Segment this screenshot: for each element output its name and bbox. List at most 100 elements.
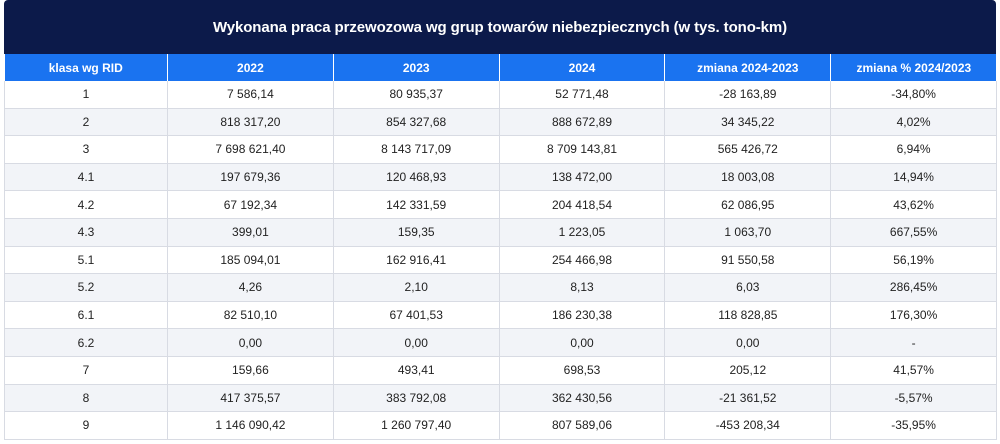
change-cell: 34 345,22 xyxy=(664,108,831,137)
header-row: klasa wg RID 2022 2023 2024 zmiana 2024-… xyxy=(4,54,997,81)
value-2022-cell: 7 586,14 xyxy=(167,81,334,109)
table-row: 5.2 4,26 2,10 8,13 6,03 286,45% xyxy=(4,273,997,302)
value-2023-cell: 120 468,93 xyxy=(332,163,500,192)
value-2024-cell: 0,00 xyxy=(498,328,665,357)
header-cell-2024: 2024 xyxy=(498,54,665,81)
value-2022-cell: 1 146 090,42 xyxy=(167,411,334,440)
change-pct-cell: 667,55% xyxy=(830,218,997,247)
value-2022-cell: 399,01 xyxy=(167,218,334,247)
class-cell: 4.2 xyxy=(4,190,168,219)
change-pct-cell: -35,95% xyxy=(830,411,997,440)
value-2024-cell: 186 230,38 xyxy=(498,301,665,330)
value-2023-cell: 67 401,53 xyxy=(332,301,500,330)
value-2023-cell: 854 327,68 xyxy=(332,108,500,137)
value-2024-cell: 204 418,54 xyxy=(498,190,665,219)
table-row: 8 417 375,57 383 792,08 362 430,56 -21 361,5… xyxy=(4,384,997,413)
value-2022-cell: 818 317,20 xyxy=(167,108,334,137)
class-cell: 2 xyxy=(4,108,168,137)
value-2023-cell: 8 143 717,09 xyxy=(332,135,500,164)
value-2023-cell: 142 331,59 xyxy=(332,190,500,219)
value-2024-cell: 698,53 xyxy=(498,356,665,385)
header-cell-2022: 2022 xyxy=(167,54,334,81)
value-2024-cell: 362 430,56 xyxy=(498,384,665,413)
header-cell-2023: 2023 xyxy=(332,54,500,81)
value-2024-cell: 8,13 xyxy=(498,273,665,302)
header-cell-class: klasa wg RID xyxy=(4,54,168,81)
table-row: 4.3 399,01 159,35 1 223,05 1 063,70 667,55% xyxy=(4,218,997,247)
value-2022-cell: 197 679,36 xyxy=(167,163,334,192)
change-pct-cell: 176,30% xyxy=(830,301,997,330)
change-cell: 0,00 xyxy=(664,328,831,357)
value-2022-cell: 4,26 xyxy=(167,273,334,302)
value-2022-cell: 7 698 621,40 xyxy=(167,135,334,164)
value-2024-cell: 254 466,98 xyxy=(498,246,665,275)
change-cell: 1 063,70 xyxy=(664,218,831,247)
change-cell: 118 828,85 xyxy=(664,301,831,330)
value-2023-cell: 383 792,08 xyxy=(332,384,500,413)
class-cell: 1 xyxy=(4,81,168,109)
table-row: 5.1 185 094,01 162 916,41 254 466,98 91 550,… xyxy=(4,246,997,275)
value-2022-cell: 159,66 xyxy=(167,356,334,385)
value-2024-cell: 8 709 143,81 xyxy=(498,135,665,164)
value-2022-cell: 67 192,34 xyxy=(167,190,334,219)
change-pct-cell: -34,80% xyxy=(830,81,997,109)
class-cell: 3 xyxy=(4,135,168,164)
change-cell: 205,12 xyxy=(664,356,831,385)
change-pct-cell: - xyxy=(830,328,997,357)
value-2023-cell: 80 935,37 xyxy=(332,81,500,109)
value-2023-cell: 493,41 xyxy=(332,356,500,385)
data-table: klasa wg RID 2022 2023 2024 zmiana 2024-… xyxy=(4,54,997,440)
change-pct-cell: 14,94% xyxy=(830,163,997,192)
change-cell: 18 003,08 xyxy=(664,163,831,192)
change-cell: 91 550,58 xyxy=(664,246,831,275)
change-pct-cell: -5,57% xyxy=(830,384,997,413)
table-row: 4.2 67 192,34 142 331,59 204 418,54 62 086,9… xyxy=(4,190,997,219)
class-cell: 6.2 xyxy=(4,328,168,357)
table-row: 7 159,66 493,41 698,53 205,12 41,57% xyxy=(4,356,997,385)
change-cell: 62 086,95 xyxy=(664,190,831,219)
class-cell: 9 xyxy=(4,411,168,440)
change-pct-cell: 6,94% xyxy=(830,135,997,164)
header-cell-change: zmiana 2024-2023 xyxy=(664,54,831,81)
table-title: Wykonana praca przewozowa wg grup towaró… xyxy=(4,0,996,54)
value-2024-cell: 138 472,00 xyxy=(498,163,665,192)
header-cell-change-pct: zmiana % 2024/2023 xyxy=(830,54,997,81)
change-cell: -21 361,52 xyxy=(664,384,831,413)
value-2022-cell: 82 510,10 xyxy=(167,301,334,330)
table-row: 2 818 317,20 854 327,68 888 672,89 34 345,22… xyxy=(4,108,997,137)
table-row: 6.1 82 510,10 67 401,53 186 230,38 118 828,8… xyxy=(4,301,997,330)
value-2024-cell: 807 589,06 xyxy=(498,411,665,440)
value-2023-cell: 2,10 xyxy=(332,273,500,302)
value-2024-cell: 1 223,05 xyxy=(498,218,665,247)
value-2024-cell: 888 672,89 xyxy=(498,108,665,137)
table-row: 4.1 197 679,36 120 468,93 138 472,00 18 003,… xyxy=(4,163,997,192)
value-2023-cell: 1 260 797,40 xyxy=(332,411,500,440)
change-pct-cell: 4,02% xyxy=(830,108,997,137)
value-2023-cell: 0,00 xyxy=(332,328,500,357)
change-pct-cell: 286,45% xyxy=(830,273,997,302)
value-2024-cell: 52 771,48 xyxy=(498,81,665,109)
class-cell: 5.1 xyxy=(4,246,168,275)
change-pct-cell: 43,62% xyxy=(830,190,997,219)
class-cell: 6.1 xyxy=(4,301,168,330)
change-pct-cell: 56,19% xyxy=(830,246,997,275)
value-2022-cell: 0,00 xyxy=(167,328,334,357)
class-cell: 7 xyxy=(4,356,168,385)
change-pct-cell: 41,57% xyxy=(830,356,997,385)
class-cell: 4.1 xyxy=(4,163,168,192)
class-cell: 5.2 xyxy=(4,273,168,302)
change-cell: 6,03 xyxy=(664,273,831,302)
change-cell: 565 426,72 xyxy=(664,135,831,164)
class-cell: 8 xyxy=(4,384,168,413)
change-cell: -28 163,89 xyxy=(664,81,831,109)
table-row: 6.2 0,00 0,00 0,00 0,00- xyxy=(4,328,997,357)
class-cell: 4.3 xyxy=(4,218,168,247)
change-cell: -453 208,34 xyxy=(664,411,831,440)
value-2022-cell: 417 375,57 xyxy=(167,384,334,413)
value-2023-cell: 159,35 xyxy=(332,218,500,247)
